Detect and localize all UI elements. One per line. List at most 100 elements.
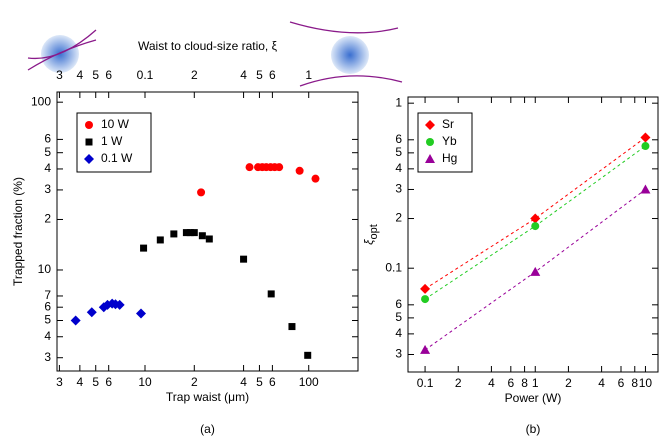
- x2-tick-label: 5: [92, 68, 99, 82]
- y-axis-label: Trapped fraction (%): [11, 177, 25, 286]
- y-tick-label: 6: [44, 132, 51, 146]
- marker: [186, 229, 194, 237]
- fit-line: [424, 137, 646, 290]
- x-tick-label: 10: [639, 376, 653, 390]
- marker: [531, 222, 540, 231]
- x-tick-label: 8: [631, 376, 638, 390]
- legend-label: 10 W: [101, 117, 130, 131]
- marker: [197, 188, 206, 197]
- legend-label: Yb: [442, 134, 457, 148]
- y-axis-label: ξopt: [362, 224, 380, 245]
- marker: [425, 154, 435, 163]
- x-tick-label: 5: [92, 375, 99, 389]
- y-tick-label: 6: [44, 299, 51, 313]
- y-tick-label: 3: [44, 182, 51, 196]
- marker: [295, 166, 304, 175]
- y-axis-label-sub: opt: [368, 224, 380, 239]
- x2-tick-label: 3: [56, 68, 63, 82]
- marker: [420, 344, 431, 354]
- y-tick-label: 4: [395, 161, 402, 175]
- y-tick-label: 3: [395, 347, 402, 361]
- marker: [70, 315, 81, 326]
- plot-frame: [56, 91, 359, 372]
- marker: [425, 120, 435, 130]
- legend-label: Sr: [442, 117, 454, 131]
- x-tick-label: 2: [191, 375, 198, 389]
- marker: [640, 184, 651, 194]
- x-tick-label: 4: [77, 375, 84, 389]
- x-tick-label: 100: [299, 375, 319, 389]
- marker: [170, 230, 178, 238]
- x2-tick-label: 2: [191, 68, 198, 82]
- x-tick-label: 3: [56, 375, 63, 389]
- marker: [85, 138, 93, 146]
- y-axis-label-main: ξ: [362, 239, 376, 245]
- marker: [84, 154, 94, 164]
- y-tick-label: 4: [44, 161, 51, 175]
- y-tick-label: 1: [395, 95, 402, 109]
- x2-tick-label: 1: [305, 68, 312, 82]
- x-tick-label: 6: [618, 376, 625, 390]
- x-tick-label: 5: [256, 375, 263, 389]
- illustration-left: [27, 29, 97, 73]
- y-tick-label: 6: [395, 297, 402, 311]
- x-tick-label: 1: [532, 376, 539, 390]
- legend-box: [417, 112, 473, 173]
- y-tick-label: 3: [395, 182, 402, 196]
- x-tick-label: 6: [105, 375, 112, 389]
- x2-tick-label: 4: [240, 68, 247, 82]
- x-tick-label: 0.1: [417, 376, 434, 390]
- caption: (b): [526, 422, 541, 436]
- y-tick-label: 7: [44, 288, 51, 302]
- marker: [311, 174, 320, 183]
- x-tick-label: 6: [269, 375, 276, 389]
- y-tick-label: 6: [395, 132, 402, 146]
- marker: [530, 213, 541, 224]
- marker: [205, 235, 213, 243]
- marker: [114, 299, 125, 310]
- marker: [190, 229, 198, 237]
- x2-tick-label: 6: [105, 68, 112, 82]
- x-tick-label: 2: [455, 376, 462, 390]
- y-tick-label: 4: [44, 329, 51, 343]
- x-tick-label: 2: [565, 376, 572, 390]
- marker: [245, 163, 254, 172]
- y-tick-label: 5: [44, 145, 51, 159]
- y-tick-label: 2: [44, 212, 51, 226]
- marker: [182, 229, 190, 237]
- y-axis-label-main: Trapped fraction (%): [11, 177, 25, 286]
- plot-frame: [407, 96, 659, 373]
- x-tick-label: 10: [138, 375, 152, 389]
- y-tick-label: 5: [395, 310, 402, 324]
- x2-axis-label: Waist to cloud-size ratio, ξ: [138, 39, 278, 53]
- marker: [288, 323, 296, 331]
- marker: [156, 236, 164, 244]
- marker: [86, 307, 97, 318]
- marker: [530, 266, 541, 276]
- y-tick-label: 100: [31, 94, 51, 108]
- x2-tick-label: 4: [77, 68, 84, 82]
- legend-label: 1 W: [101, 134, 123, 148]
- caption: (a): [200, 422, 215, 436]
- y-tick-label: 2: [395, 211, 402, 225]
- marker: [140, 244, 148, 252]
- x-tick-label: 8: [521, 376, 528, 390]
- marker: [420, 283, 431, 294]
- marker: [85, 121, 93, 129]
- y-tick-label: 4: [395, 326, 402, 340]
- legend-box: [76, 112, 152, 173]
- y-tick-label: 3: [44, 350, 51, 364]
- marker: [275, 163, 284, 172]
- x-tick-label: 4: [598, 376, 605, 390]
- x-axis-label: Power (W): [505, 391, 562, 405]
- x-axis-label: Trap waist (μm): [166, 390, 249, 404]
- marker: [426, 138, 434, 146]
- y-tick-label: 5: [44, 313, 51, 327]
- marker: [640, 132, 651, 143]
- x2-tick-label: 6: [269, 68, 276, 82]
- marker: [198, 232, 206, 240]
- x2-tick-label: 0.1: [137, 68, 154, 82]
